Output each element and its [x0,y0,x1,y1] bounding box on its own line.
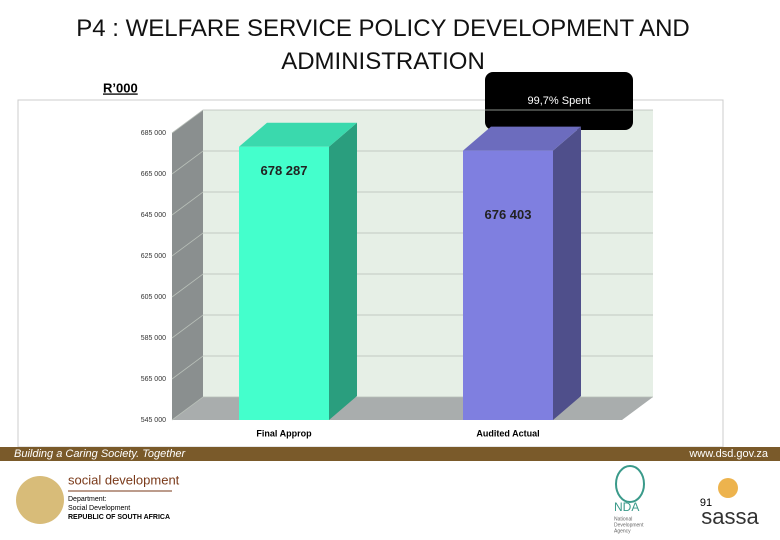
dept-line: Social Development [68,505,130,512]
annotation-box [485,72,633,130]
y-tick-label: 565 000 [141,376,166,383]
x-tick-label: Final Approp [256,428,312,438]
dept-line: REPUBLIC OF SOUTH AFRICA [68,514,170,521]
y-tick-label: 605 000 [141,294,166,301]
bar-side [553,126,581,421]
data-label: 678 287 [261,163,308,178]
y-tick-label: 585 000 [141,335,166,342]
nda-sub: Development [614,522,644,528]
nda-sub: Agency [614,528,631,534]
sassa: sassa [701,504,759,529]
x-tick-label: Audited Actual [476,428,539,438]
y-tick-label: 625 000 [141,253,166,260]
bar [463,150,553,421]
url: www.dsd.gov.za [688,448,769,460]
dept-line: Department: [68,496,107,503]
bar [239,146,329,420]
footer-band [0,447,780,461]
slide-title: P4 : WELFARE SERVICE POLICY DEVELOPMENT … [76,15,690,75]
coat-of-arms [16,476,64,524]
nda: NDA [614,500,639,514]
y-axis-label: R’000 [103,80,138,95]
data-label: 676 403 [485,207,532,222]
annotation: 99,7% Spent [528,95,591,107]
y-tick-label: 665 000 [141,171,166,178]
page-number: 91 [700,497,712,509]
bar-top [239,122,357,147]
y-tick-label: 645 000 [141,212,166,219]
nda-logo [615,465,645,503]
y-tick-label: 685 000 [141,130,166,137]
grid-line [171,109,653,134]
y-tick-label: 545 000 [141,417,166,424]
left-wall [172,110,203,420]
dept-name: social development [68,472,180,487]
tagline: Building a Caring Society. Together [14,448,187,460]
bar-top [463,126,581,151]
sassa-logo [718,478,738,498]
nda-sub: National [614,516,632,522]
bar-side [329,122,357,420]
